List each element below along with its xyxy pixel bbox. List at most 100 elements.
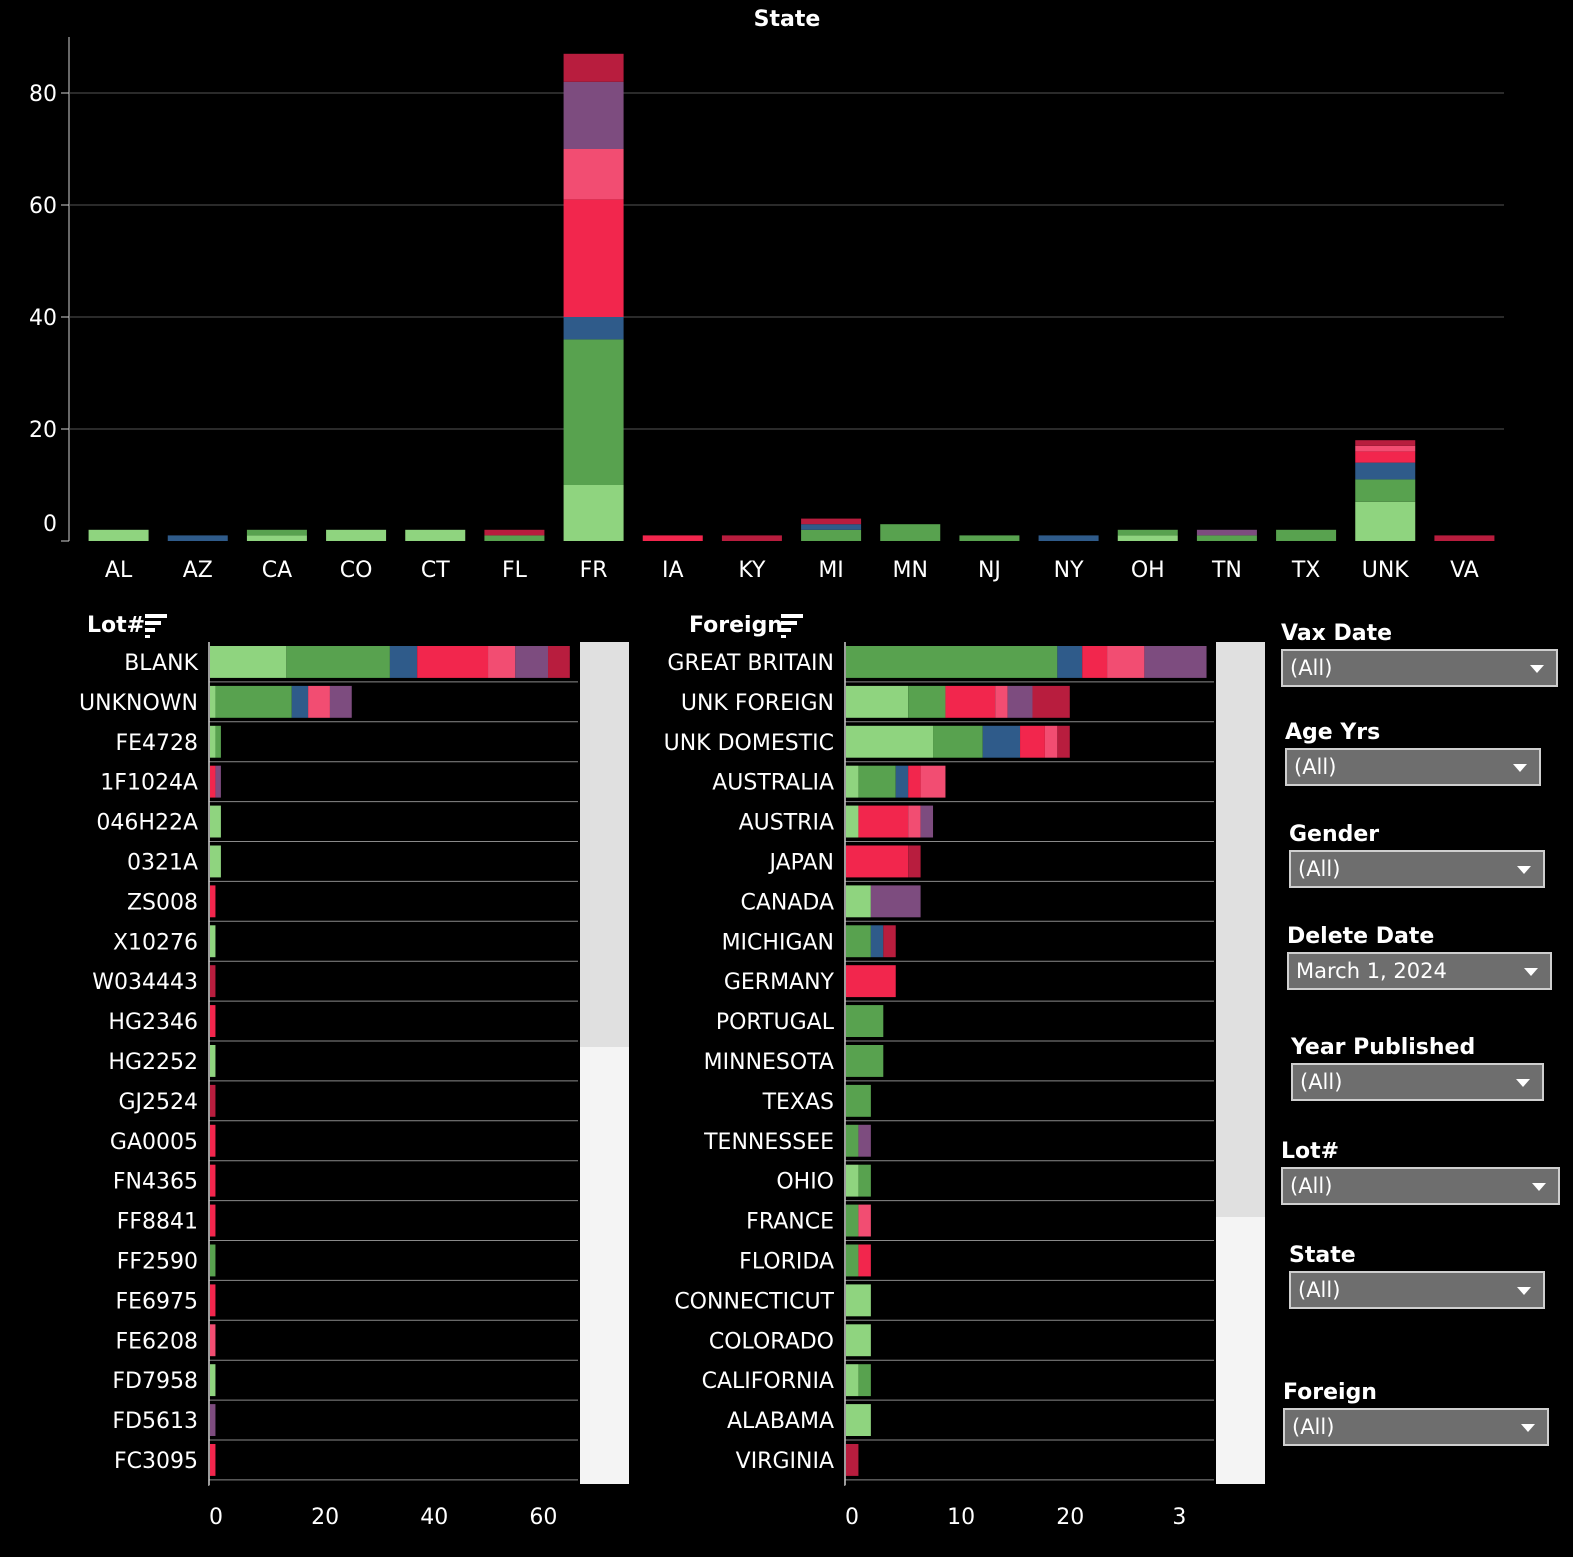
bar-segment[interactable]	[563, 81, 624, 149]
bar-segment[interactable]	[210, 925, 216, 958]
bar-segment[interactable]	[548, 646, 570, 678]
bar-segment[interactable]	[846, 925, 871, 958]
row-label[interactable]: AUSTRALIA	[712, 771, 834, 796]
bar-segment[interactable]	[858, 1204, 871, 1237]
filter-dropdown[interactable]: (All)	[1291, 1063, 1544, 1101]
filter-dropdown[interactable]: (All)	[1281, 649, 1558, 687]
bar-segment[interactable]	[210, 725, 216, 758]
bar-segment[interactable]	[846, 1045, 884, 1077]
row-label[interactable]: HG2252	[108, 1050, 198, 1075]
row-label[interactable]: GJ2524	[118, 1090, 198, 1115]
filter-dropdown[interactable]: (All)	[1285, 748, 1541, 786]
bar-segment[interactable]	[329, 685, 352, 718]
bar-segment[interactable]	[1196, 535, 1257, 541]
row-label[interactable]: UNK FOREIGN	[681, 691, 834, 716]
bar-segment[interactable]	[846, 1444, 859, 1476]
filter-dropdown[interactable]: (All)	[1281, 1167, 1560, 1205]
bar-segment[interactable]	[858, 805, 909, 838]
row-label[interactable]: W034443	[92, 970, 198, 995]
bar-segment[interactable]	[210, 1005, 216, 1037]
row-label[interactable]: PORTUGAL	[716, 1010, 835, 1035]
bar-segment[interactable]	[846, 1204, 859, 1237]
bar-segment[interactable]	[642, 535, 703, 541]
bar-segment[interactable]	[1057, 725, 1070, 758]
bar-segment[interactable]	[167, 535, 228, 541]
row-label[interactable]: TEXAS	[762, 1090, 834, 1115]
bar-segment[interactable]	[1144, 646, 1207, 678]
bar-segment[interactable]	[908, 765, 921, 798]
bar-segment[interactable]	[1044, 725, 1058, 758]
row-label[interactable]: FD7958	[112, 1369, 198, 1394]
bar-segment[interactable]	[210, 1045, 216, 1077]
row-label[interactable]: JAPAN	[767, 850, 834, 875]
bar-segment[interactable]	[801, 529, 862, 541]
row-label[interactable]: MINNESOTA	[704, 1050, 834, 1075]
lot-scrollbar-thumb[interactable]	[580, 642, 629, 1047]
row-label[interactable]: ZS008	[127, 890, 198, 915]
row-label[interactable]: FD5613	[112, 1409, 198, 1434]
foreign-scrollbar-thumb[interactable]	[1216, 642, 1265, 1217]
bar-segment[interactable]	[846, 685, 909, 718]
filter-dropdown[interactable]: (All)	[1283, 1408, 1549, 1446]
bar-segment[interactable]	[563, 317, 624, 340]
filter-dropdown[interactable]: (All)	[1289, 850, 1545, 888]
bar-segment[interactable]	[920, 805, 934, 838]
bar-segment[interactable]	[1082, 646, 1108, 678]
bar-segment[interactable]	[1355, 451, 1416, 463]
bar-segment[interactable]	[210, 1404, 216, 1436]
row-label[interactable]: FE6208	[115, 1329, 198, 1354]
bar-segment[interactable]	[291, 685, 309, 718]
bar-segment[interactable]	[1276, 529, 1337, 541]
bar-segment[interactable]	[1117, 535, 1178, 541]
bar-segment[interactable]	[870, 925, 884, 958]
bar-segment[interactable]	[1355, 462, 1416, 480]
bar-segment[interactable]	[920, 765, 946, 798]
bar-segment[interactable]	[858, 1244, 871, 1277]
bar-segment[interactable]	[846, 885, 871, 918]
bar-segment[interactable]	[1038, 535, 1099, 541]
bar-segment[interactable]	[88, 529, 149, 541]
bar-segment[interactable]	[908, 845, 921, 878]
bar-segment[interactable]	[846, 1005, 884, 1037]
bar-segment[interactable]	[1434, 535, 1495, 541]
bar-segment[interactable]	[210, 1164, 216, 1197]
bar-segment[interactable]	[210, 885, 216, 918]
row-label[interactable]: FE4728	[115, 731, 198, 756]
lot-sort-icon[interactable]	[145, 614, 167, 638]
row-label[interactable]: UNK DOMESTIC	[664, 731, 834, 756]
bar-segment[interactable]	[417, 646, 489, 678]
bar-segment[interactable]	[210, 1204, 216, 1237]
bar-segment[interactable]	[210, 965, 216, 998]
bar-segment[interactable]	[210, 1084, 216, 1117]
row-label[interactable]: 0321A	[127, 850, 198, 875]
row-label[interactable]: CALIFORNIA	[702, 1369, 834, 1394]
row-label[interactable]: FE6975	[115, 1289, 198, 1314]
row-label[interactable]: COLORADO	[709, 1329, 834, 1354]
bar-segment[interactable]	[846, 845, 909, 878]
row-label[interactable]: 1F1024A	[100, 771, 198, 796]
bar-segment[interactable]	[1007, 685, 1033, 718]
bar-segment[interactable]	[846, 1244, 859, 1277]
row-label[interactable]: FRANCE	[746, 1210, 834, 1235]
bar-segment[interactable]	[908, 685, 946, 718]
bar-segment[interactable]	[846, 1364, 859, 1397]
row-label[interactable]: FN4365	[113, 1170, 198, 1195]
bar-segment[interactable]	[846, 725, 934, 758]
bar-segment[interactable]	[210, 1124, 216, 1157]
row-label[interactable]: FLORIDA	[739, 1249, 834, 1274]
bar-segment[interactable]	[959, 535, 1020, 541]
bar-segment[interactable]	[210, 1364, 216, 1397]
bar-segment[interactable]	[870, 885, 921, 918]
bar-segment[interactable]	[1355, 479, 1416, 502]
bar-segment[interactable]	[246, 529, 307, 536]
bar-segment[interactable]	[210, 765, 216, 798]
bar-segment[interactable]	[846, 1124, 859, 1157]
row-label[interactable]: GREAT BRITAIN	[667, 651, 834, 676]
row-label[interactable]: TENNESSEE	[703, 1130, 834, 1155]
bar-segment[interactable]	[846, 1404, 871, 1436]
bar-segment[interactable]	[563, 339, 624, 485]
bar-segment[interactable]	[210, 1444, 216, 1476]
bar-segment[interactable]	[858, 1124, 871, 1157]
row-label[interactable]: FC3095	[114, 1449, 198, 1474]
row-label[interactable]: CANADA	[740, 890, 834, 915]
